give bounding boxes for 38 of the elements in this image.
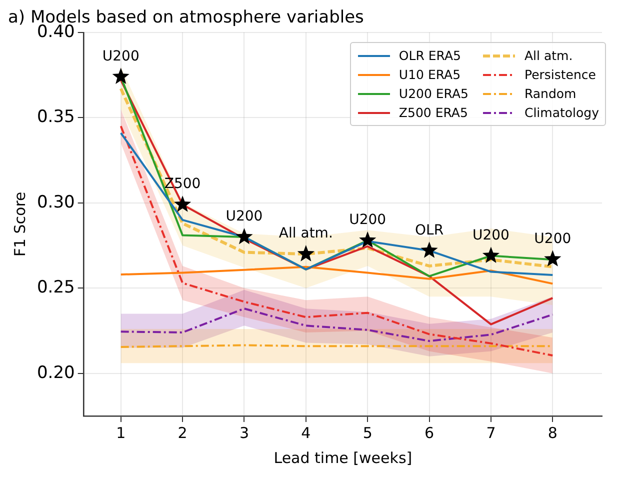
legend-label: U10 ERA5 bbox=[398, 67, 461, 82]
annotation: OLR bbox=[415, 222, 444, 238]
point bbox=[420, 242, 438, 258]
point bbox=[359, 231, 376, 248]
point bbox=[236, 228, 253, 244]
point bbox=[174, 196, 192, 212]
legend-label: All atm. bbox=[524, 48, 573, 63]
point bbox=[482, 246, 500, 264]
x-tick-label: 6 bbox=[424, 424, 434, 442]
point bbox=[112, 68, 130, 84]
legend-label: Random bbox=[524, 86, 576, 101]
y-axis-title: F1 Score bbox=[10, 192, 29, 257]
annotation: U200 bbox=[534, 230, 572, 247]
annotation: U200 bbox=[349, 212, 386, 228]
legend-label: U200 ERA5 bbox=[398, 86, 468, 101]
y-tick-label: 0.35 bbox=[36, 107, 75, 128]
annotation: U200 bbox=[102, 48, 140, 64]
legend-label: Z500 ERA5 bbox=[398, 105, 468, 120]
annotation: All atm. bbox=[278, 226, 333, 242]
y-tick-label: 0.25 bbox=[36, 278, 75, 298]
annotation: U200 bbox=[472, 227, 510, 244]
legend-label: OLR ERA5 bbox=[398, 48, 461, 63]
x-tick-label: 4 bbox=[301, 424, 311, 442]
annotation: U200 bbox=[226, 208, 263, 225]
legend-label: Climatology bbox=[524, 105, 599, 120]
point bbox=[544, 250, 562, 266]
legend-label: Persistence bbox=[524, 67, 596, 82]
x-tick-label: 1 bbox=[116, 424, 126, 442]
y-tick-label: 0.20 bbox=[36, 362, 75, 383]
line-series bbox=[120, 308, 554, 342]
x-tick-label: 8 bbox=[548, 424, 558, 442]
y-tick-label: 0.30 bbox=[36, 192, 75, 212]
x-axis-title: Lead time [weeks] bbox=[274, 448, 412, 467]
point bbox=[297, 245, 314, 262]
x-tick-label: 5 bbox=[362, 424, 372, 442]
x-tick-label: 3 bbox=[239, 424, 250, 442]
x-tick-label: 7 bbox=[486, 424, 496, 442]
x-tick-label: 2 bbox=[178, 424, 188, 442]
